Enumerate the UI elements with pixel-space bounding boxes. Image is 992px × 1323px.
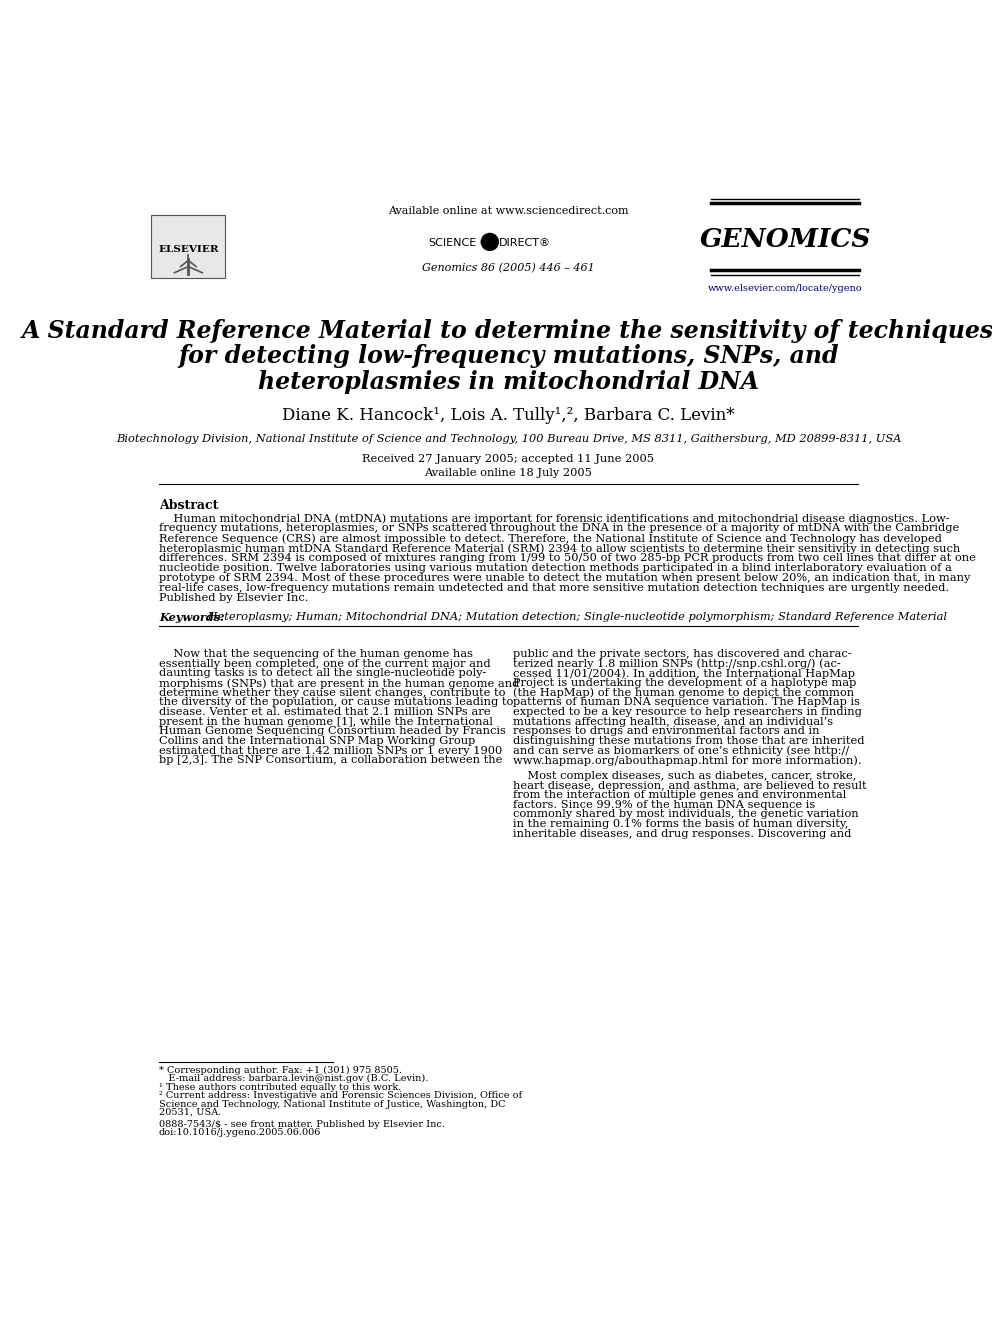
Text: Heteroplasmy; Human; Mitochondrial DNA; Mutation detection; Single-nucleotide po: Heteroplasmy; Human; Mitochondrial DNA; …	[203, 613, 946, 622]
Text: determine whether they cause silent changes, contribute to: determine whether they cause silent chan…	[159, 688, 505, 697]
Text: the diversity of the population, or cause mutations leading to: the diversity of the population, or caus…	[159, 697, 513, 708]
Text: terized nearly 1.8 million SNPs (http://snp.cshl.org/) (ac-: terized nearly 1.8 million SNPs (http://…	[513, 659, 841, 669]
Text: expected to be a key resource to help researchers in finding: expected to be a key resource to help re…	[513, 706, 862, 717]
Text: distinguishing these mutations from those that are inherited: distinguishing these mutations from thos…	[513, 736, 865, 746]
Text: ¹ These authors contributed equally to this work.: ¹ These authors contributed equally to t…	[159, 1082, 401, 1091]
Text: 0888-7543/$ - see front matter. Published by Elsevier Inc.: 0888-7543/$ - see front matter. Publishe…	[159, 1119, 444, 1129]
Text: Abstract: Abstract	[159, 499, 218, 512]
Text: disease. Venter et al. estimated that 2.1 million SNPs are: disease. Venter et al. estimated that 2.…	[159, 706, 490, 717]
Text: Received 27 January 2005; accepted 11 June 2005: Received 27 January 2005; accepted 11 Ju…	[362, 454, 655, 464]
Text: ELSEVIER: ELSEVIER	[158, 245, 218, 254]
Text: differences. SRM 2394 is composed of mixtures ranging from 1/99 to 50/50 of two : differences. SRM 2394 is composed of mix…	[159, 553, 976, 564]
Text: nucleotide position. Twelve laboratories using various mutation detection method: nucleotide position. Twelve laboratories…	[159, 564, 951, 573]
Text: heteroplasmic human mtDNA Standard Reference Material (SRM) 2394 to allow scient: heteroplasmic human mtDNA Standard Refer…	[159, 542, 960, 553]
Text: for detecting low-frequency mutations, SNPs, and: for detecting low-frequency mutations, S…	[179, 344, 838, 368]
Text: Human Genome Sequencing Consortium headed by Francis: Human Genome Sequencing Consortium heade…	[159, 726, 506, 737]
Text: morphisms (SNPs) that are present in the human genome and: morphisms (SNPs) that are present in the…	[159, 679, 519, 689]
Text: present in the human genome [1], while the International: present in the human genome [1], while t…	[159, 717, 493, 726]
Text: real-life cases, low-frequency mutations remain undetected and that more sensiti: real-life cases, low-frequency mutations…	[159, 583, 949, 593]
Text: Collins and the International SNP Map Working Group: Collins and the International SNP Map Wo…	[159, 736, 475, 746]
Text: inheritable diseases, and drug responses. Discovering and: inheritable diseases, and drug responses…	[513, 828, 851, 839]
Text: GENOMICS: GENOMICS	[699, 226, 871, 251]
Text: heteroplasmies in mitochondrial DNA: heteroplasmies in mitochondrial DNA	[258, 369, 759, 394]
Text: Available online at www.sciencedirect.com: Available online at www.sciencedirect.co…	[388, 206, 629, 217]
Text: Most complex diseases, such as diabetes, cancer, stroke,: Most complex diseases, such as diabetes,…	[513, 771, 856, 781]
Text: Now that the sequencing of the human genome has: Now that the sequencing of the human gen…	[159, 650, 473, 659]
Text: Available online 18 July 2005: Available online 18 July 2005	[425, 467, 592, 478]
Text: www.hapmap.org/abouthapmap.html for more information).: www.hapmap.org/abouthapmap.html for more…	[513, 755, 862, 766]
Text: commonly shared by most individuals, the genetic variation: commonly shared by most individuals, the…	[513, 810, 859, 819]
Text: Genomics 86 (2005) 446 – 461: Genomics 86 (2005) 446 – 461	[422, 263, 595, 273]
Text: 20531, USA.: 20531, USA.	[159, 1109, 221, 1117]
Circle shape	[481, 233, 498, 250]
Text: Keywords:: Keywords:	[159, 613, 224, 623]
Text: cessed 11/01/2004). In addition, the International HapMap: cessed 11/01/2004). In addition, the Int…	[513, 668, 855, 679]
Text: frequency mutations, heteroplasmies, or SNPs scattered throughout the DNA in the: frequency mutations, heteroplasmies, or …	[159, 523, 959, 533]
Text: mutations affecting health, disease, and an individual’s: mutations affecting health, disease, and…	[513, 717, 833, 726]
Text: bp [2,3]. The SNP Consortium, a collaboration between the: bp [2,3]. The SNP Consortium, a collabor…	[159, 755, 502, 765]
Text: heart disease, depression, and asthma, are believed to result: heart disease, depression, and asthma, a…	[513, 781, 867, 791]
Text: Diane K. Hancock¹, Lois A. Tully¹,², Barbara C. Levin*: Diane K. Hancock¹, Lois A. Tully¹,², Bar…	[282, 406, 735, 423]
Text: ² Current address: Investigative and Forensic Sciences Division, Office of: ² Current address: Investigative and For…	[159, 1091, 522, 1101]
Text: Science and Technology, National Institute of Justice, Washington, DC: Science and Technology, National Institu…	[159, 1099, 505, 1109]
Text: A Standard Reference Material to determine the sensitivity of techniques: A Standard Reference Material to determi…	[23, 319, 992, 343]
Text: essentially been completed, one of the current major and: essentially been completed, one of the c…	[159, 659, 490, 669]
Text: in the remaining 0.1% forms the basis of human diversity,: in the remaining 0.1% forms the basis of…	[513, 819, 848, 830]
Text: daunting tasks is to detect all the single-nucleotide poly-: daunting tasks is to detect all the sing…	[159, 668, 486, 679]
Text: Reference Sequence (CRS) are almost impossible to detect. Therefore, the Nationa: Reference Sequence (CRS) are almost impo…	[159, 533, 941, 544]
Text: Biotechnology Division, National Institute of Science and Technology, 100 Bureau: Biotechnology Division, National Institu…	[116, 434, 901, 445]
Text: prototype of SRM 2394. Most of these procedures were unable to detect the mutati: prototype of SRM 2394. Most of these pro…	[159, 573, 970, 583]
Text: E-mail address: barbara.levin@nist.gov (B.C. Levin).: E-mail address: barbara.levin@nist.gov (…	[159, 1074, 429, 1084]
Text: doi:10.1016/j.ygeno.2005.06.006: doi:10.1016/j.ygeno.2005.06.006	[159, 1129, 321, 1138]
Text: public and the private sectors, has discovered and charac-: public and the private sectors, has disc…	[513, 650, 852, 659]
Text: and can serve as biomarkers of one’s ethnicity (see http://: and can serve as biomarkers of one’s eth…	[513, 745, 849, 755]
Text: d: d	[485, 235, 495, 249]
Text: factors. Since 99.9% of the human DNA sequence is: factors. Since 99.9% of the human DNA se…	[513, 800, 815, 810]
Text: from the interaction of multiple genes and environmental: from the interaction of multiple genes a…	[513, 790, 846, 800]
Text: Project is undertaking the development of a haplotype map: Project is undertaking the development o…	[513, 679, 856, 688]
Text: Human mitochondrial DNA (mtDNA) mutations are important for forensic identificat: Human mitochondrial DNA (mtDNA) mutation…	[159, 513, 949, 524]
Text: DIRECT®: DIRECT®	[499, 238, 552, 249]
Text: patterns of human DNA sequence variation. The HapMap is: patterns of human DNA sequence variation…	[513, 697, 860, 708]
FancyBboxPatch shape	[151, 214, 225, 278]
Text: Published by Elsevier Inc.: Published by Elsevier Inc.	[159, 593, 309, 603]
Text: * Corresponding author. Fax: +1 (301) 975 8505.: * Corresponding author. Fax: +1 (301) 97…	[159, 1066, 402, 1076]
Text: responses to drugs and environmental factors and in: responses to drugs and environmental fac…	[513, 726, 819, 737]
Text: SCIENCE: SCIENCE	[429, 238, 476, 249]
Text: estimated that there are 1.42 million SNPs or 1 every 1900: estimated that there are 1.42 million SN…	[159, 745, 502, 755]
Text: (the HapMap) of the human genome to depict the common: (the HapMap) of the human genome to depi…	[513, 688, 854, 699]
Text: www.elsevier.com/locate/ygeno: www.elsevier.com/locate/ygeno	[707, 284, 862, 294]
